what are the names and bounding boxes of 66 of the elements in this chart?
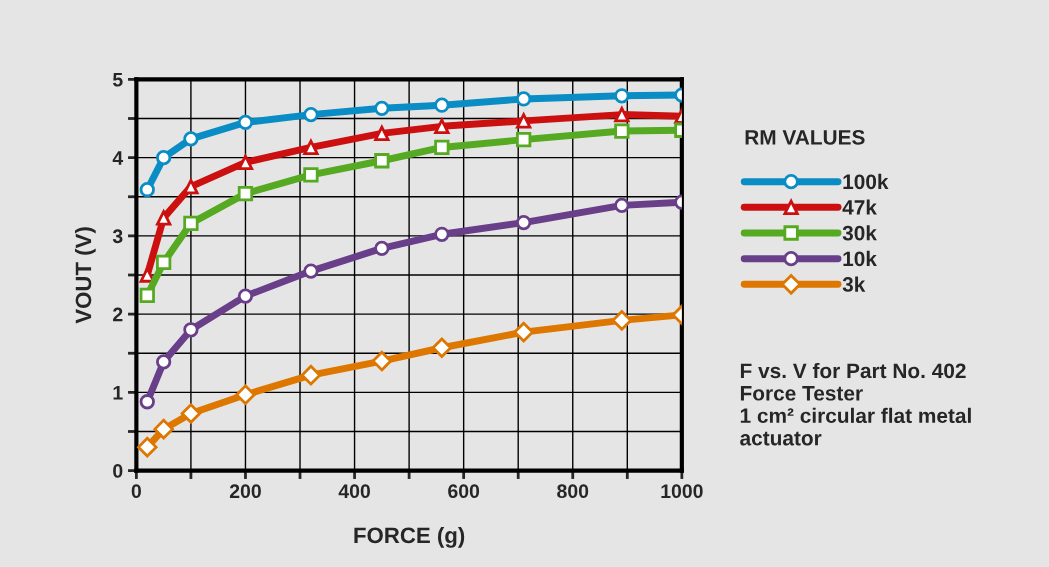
point [183,215,199,231]
point [156,254,172,271]
point [431,337,453,358]
point [237,185,254,202]
x-tick-label: 1000 [661,484,703,499]
point [237,114,254,131]
point [235,384,256,405]
text: F vs. V for Part No. 402 Force Tester 1 cm² circular flat metal actuator [740,362,971,446]
point [614,106,630,123]
x-axis-title: FORCE (g) [354,526,465,548]
legend-label: 3k [842,276,866,292]
point [137,436,158,458]
y-tick-label: 3 [112,229,123,244]
legend-title: RM VALUES [745,129,865,145]
point [516,131,532,148]
point [611,310,633,331]
point [513,321,534,343]
point [434,226,450,242]
point [156,149,172,166]
legend-label: 10k [843,250,877,267]
point [237,288,254,304]
point [237,154,254,170]
point [156,210,172,226]
point [374,125,390,142]
point [374,240,390,257]
point [183,131,199,147]
y-tick-label: 0 [113,464,123,478]
x-tick-label: 200 [229,484,261,499]
y-tick-label: 1 [113,386,123,400]
y-tick-label: 2 [113,307,123,322]
x-tick-label: 0 [131,484,141,499]
point [156,354,172,370]
x-tick-label: 600 [448,484,480,499]
y-tick-label: 4 [112,151,124,165]
x-tick-label: 400 [338,484,370,499]
point [139,394,155,410]
point [516,91,532,107]
point [434,118,450,134]
y-axis-title: VOUT (V) [74,227,96,324]
point [516,113,532,129]
point [614,197,630,213]
point [183,322,199,338]
y-tick-label: 5 [112,73,123,87]
x-tick-label: 800 [557,484,589,499]
point [614,88,630,104]
legend-label: 47k [842,199,877,215]
point [153,418,174,440]
point [303,167,319,183]
point [303,106,319,123]
point [434,97,450,113]
legend-label: 30k [842,225,877,241]
point [434,139,450,156]
point [180,403,202,424]
point [183,178,199,195]
point [303,263,319,279]
legend-label: 100k [843,173,889,190]
point [139,182,155,198]
point [374,153,390,169]
point [516,214,532,231]
point [139,267,155,283]
point [371,350,393,372]
point [300,364,322,386]
point [374,100,390,116]
point [139,287,155,303]
point [303,139,319,156]
point [614,123,630,139]
